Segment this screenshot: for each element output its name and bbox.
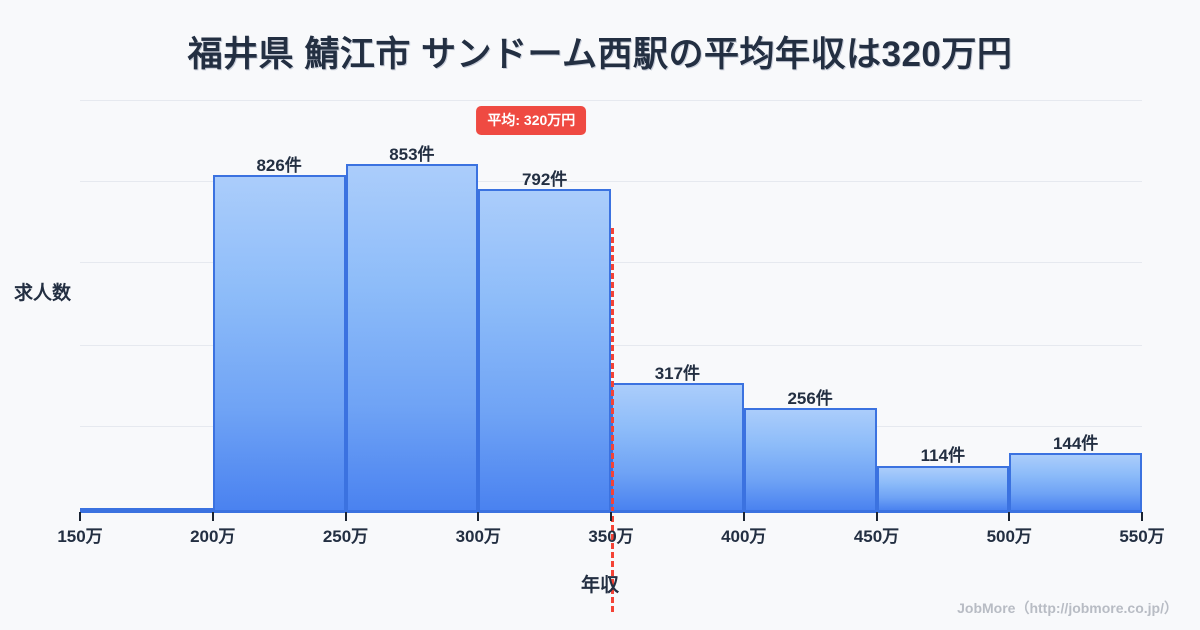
x-tick-mark [875, 512, 878, 521]
x-axis-title: 年収 [580, 575, 619, 596]
x-tick-label: 550万 [1119, 527, 1165, 546]
x-tick-label: 300万 [455, 527, 501, 546]
x-tick-label: 350万 [588, 527, 634, 546]
y-axis-title: 求人数 [14, 283, 72, 304]
x-tick-label: 200万 [190, 527, 236, 546]
x-tick-mark [742, 512, 745, 521]
bar-value-label: 853件 [389, 145, 435, 165]
bar [876, 465, 1010, 512]
gridline [80, 345, 1142, 346]
gridline [80, 181, 1142, 182]
watermark: JobMore（http://jobmore.co.jp/） [957, 600, 1178, 616]
gridline [80, 262, 1142, 263]
bar [345, 164, 479, 512]
x-tick-mark [211, 512, 214, 521]
bar-value-label: 317件 [654, 363, 701, 383]
x-tick-mark [344, 512, 347, 521]
plot-area [80, 100, 1142, 612]
bar-value-label: 792件 [521, 169, 568, 189]
x-tick-mark [610, 512, 612, 521]
x-tick-label: 450万 [853, 527, 900, 546]
x-tick-mark [1141, 512, 1143, 521]
x-tick-mark [79, 512, 81, 521]
page-title: 福井県 鯖江市 サンドーム西駅の平均年収は320万円 [187, 35, 1013, 74]
x-tick-label: 150万 [57, 527, 103, 546]
average-badge: 平均: 320万円 [476, 106, 587, 135]
bar-value-label: 256件 [787, 388, 833, 408]
x-tick-label: 500万 [986, 527, 1032, 546]
bar-value-label: 114件 [920, 446, 966, 466]
x-tick-mark [1008, 512, 1011, 521]
average-line [611, 228, 615, 612]
x-tick-label: 250万 [322, 527, 369, 546]
x-tick-label: 400万 [721, 527, 767, 546]
bar-value-label: 826件 [256, 156, 302, 176]
x-tick-mark [477, 512, 480, 521]
gridline [80, 100, 1142, 101]
bar [478, 188, 611, 512]
bar [212, 175, 346, 512]
bar [743, 407, 877, 512]
bar [1009, 453, 1142, 512]
bar [611, 382, 744, 512]
bar-value-label: 144件 [1052, 434, 1099, 454]
